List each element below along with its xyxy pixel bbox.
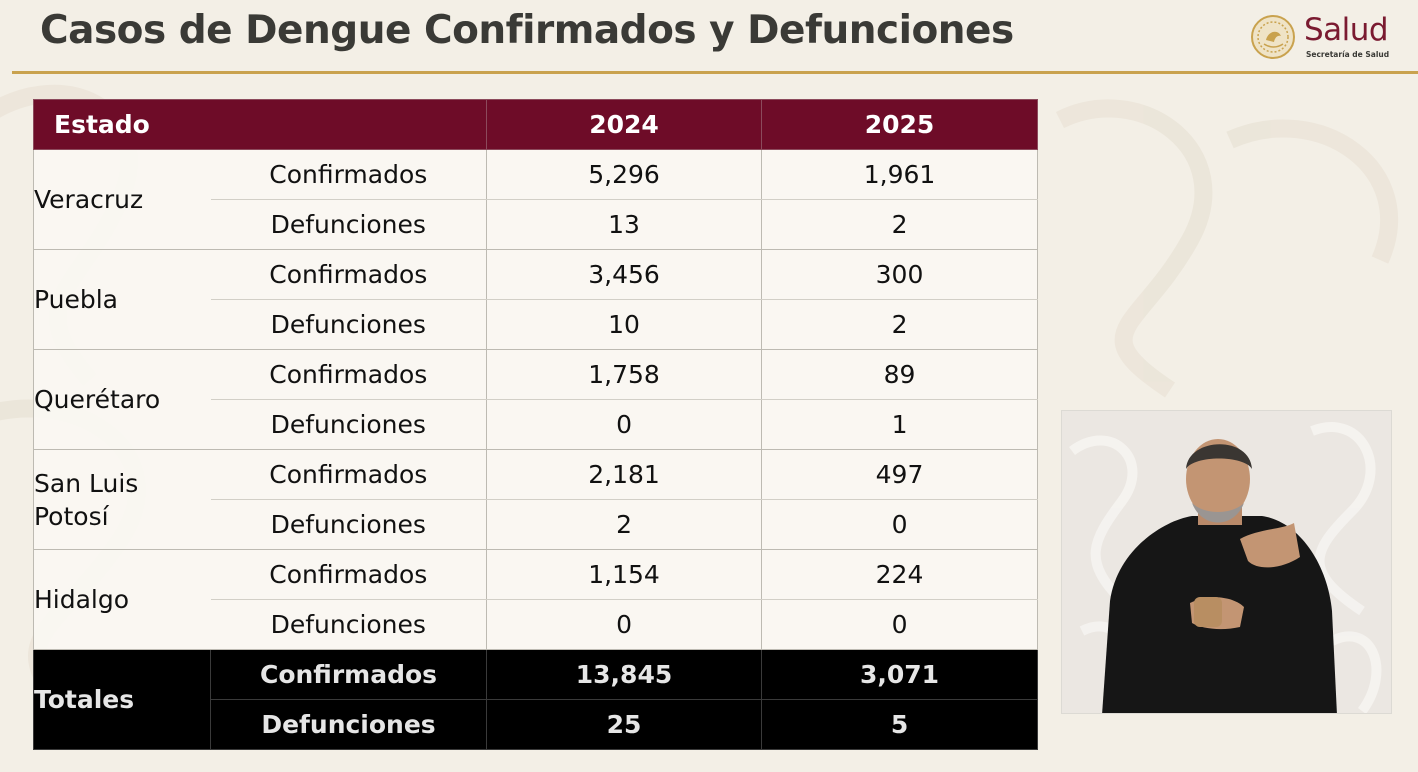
metric-label: Confirmados — [210, 549, 487, 600]
state-name-line2: Potosí — [34, 501, 109, 531]
metric-label: Defunciones — [210, 199, 487, 250]
value-2024: 10 — [486, 299, 762, 350]
state-name: Veracruz — [34, 185, 144, 214]
state-cell: Querétaro — [33, 349, 211, 450]
totals-metric-label: Confirmados — [209, 649, 488, 700]
state-name: Hidalgo — [34, 585, 130, 614]
totals-metric-label: Defunciones — [209, 699, 488, 750]
state-cell: Hidalgo — [33, 549, 211, 650]
logo-wordmark: Salud — [1304, 12, 1389, 48]
value-2024: 5,296 — [486, 149, 762, 200]
table-header-row: Estado 2024 2025 — [32, 99, 1039, 150]
table-row: Defunciones 2 0 — [34, 499, 1039, 550]
state-name: San Luis — [34, 468, 139, 498]
value-2025: 497 — [761, 449, 1039, 500]
metric-label: Confirmados — [210, 149, 487, 200]
table-row: Defunciones 0 0 — [34, 599, 1039, 650]
header-year-2024: 2024 — [486, 99, 763, 150]
value-2025: 0 — [761, 499, 1039, 550]
header-year-2025: 2025 — [761, 99, 1039, 150]
table-row: Querétaro Confirmados 1,758 89 — [33, 349, 1039, 450]
value-2025: 2 — [761, 299, 1039, 350]
mexican-seal-icon — [1251, 15, 1295, 59]
logo-subtitle: Secretaría de Salud — [1306, 50, 1390, 59]
value-2025: 89 — [761, 349, 1039, 400]
totals-value-2025: 5 — [761, 699, 1039, 750]
salud-logo: Salud Secretaría de Salud — [1248, 12, 1408, 64]
page-title: Casos de Dengue Confirmados y Defuncione… — [40, 8, 1014, 53]
value-2024: 2 — [486, 499, 762, 550]
value-2025: 0 — [761, 599, 1039, 650]
value-2024: 0 — [486, 599, 762, 650]
table-row: Puebla Confirmados 3,456 300 — [33, 249, 1039, 350]
metric-label: Confirmados — [210, 349, 487, 400]
state-cell: Veracruz — [33, 149, 211, 250]
state-cell: San Luis Potosí — [33, 449, 211, 550]
value-2025: 1,961 — [761, 149, 1039, 200]
title-divider — [12, 71, 1418, 74]
metric-label: Defunciones — [210, 399, 487, 450]
metric-label: Confirmados — [210, 249, 487, 300]
totals-row: Defunciones 25 5 — [34, 699, 1039, 750]
interpreter-figure-icon — [1062, 411, 1391, 713]
value-2025: 2 — [761, 199, 1039, 250]
totals-value-2025: 3,071 — [761, 649, 1039, 700]
value-2025: 224 — [761, 549, 1039, 600]
value-2025: 1 — [761, 399, 1039, 450]
value-2025: 300 — [761, 249, 1039, 300]
totals-label: Totales — [33, 649, 211, 750]
value-2024: 0 — [486, 399, 762, 450]
value-2024: 13 — [486, 199, 762, 250]
metric-label: Defunciones — [210, 499, 487, 550]
value-2024: 2,181 — [486, 449, 762, 500]
value-2024: 1,758 — [486, 349, 762, 400]
table-row: Hidalgo Confirmados 1,154 224 — [33, 549, 1039, 650]
state-name: Puebla — [34, 285, 118, 314]
table-row: San Luis Potosí Confirmados 2,181 497 — [33, 449, 1039, 550]
sign-language-interpreter-video — [1061, 410, 1392, 714]
state-name: Querétaro — [34, 385, 161, 414]
totals-value-2024: 13,845 — [486, 649, 763, 700]
table-row: Veracruz Confirmados 5,296 1,961 — [33, 149, 1039, 250]
dengue-table: Estado 2024 2025 Veracruz Confirmados 5,… — [32, 99, 1039, 750]
table-row: Defunciones 10 2 — [34, 299, 1039, 350]
metric-label: Confirmados — [210, 449, 487, 500]
value-2024: 1,154 — [486, 549, 762, 600]
table-row: Defunciones 13 2 — [34, 199, 1039, 250]
table-row: Defunciones 0 1 — [34, 399, 1039, 450]
value-2024: 3,456 — [486, 249, 762, 300]
metric-label: Defunciones — [210, 299, 487, 350]
totals-row: Totales Confirmados 13,845 3,071 — [33, 649, 1039, 750]
state-cell: Puebla — [33, 249, 211, 350]
totals-value-2024: 25 — [486, 699, 763, 750]
metric-label: Defunciones — [210, 599, 487, 650]
header-estado: Estado — [32, 99, 488, 150]
